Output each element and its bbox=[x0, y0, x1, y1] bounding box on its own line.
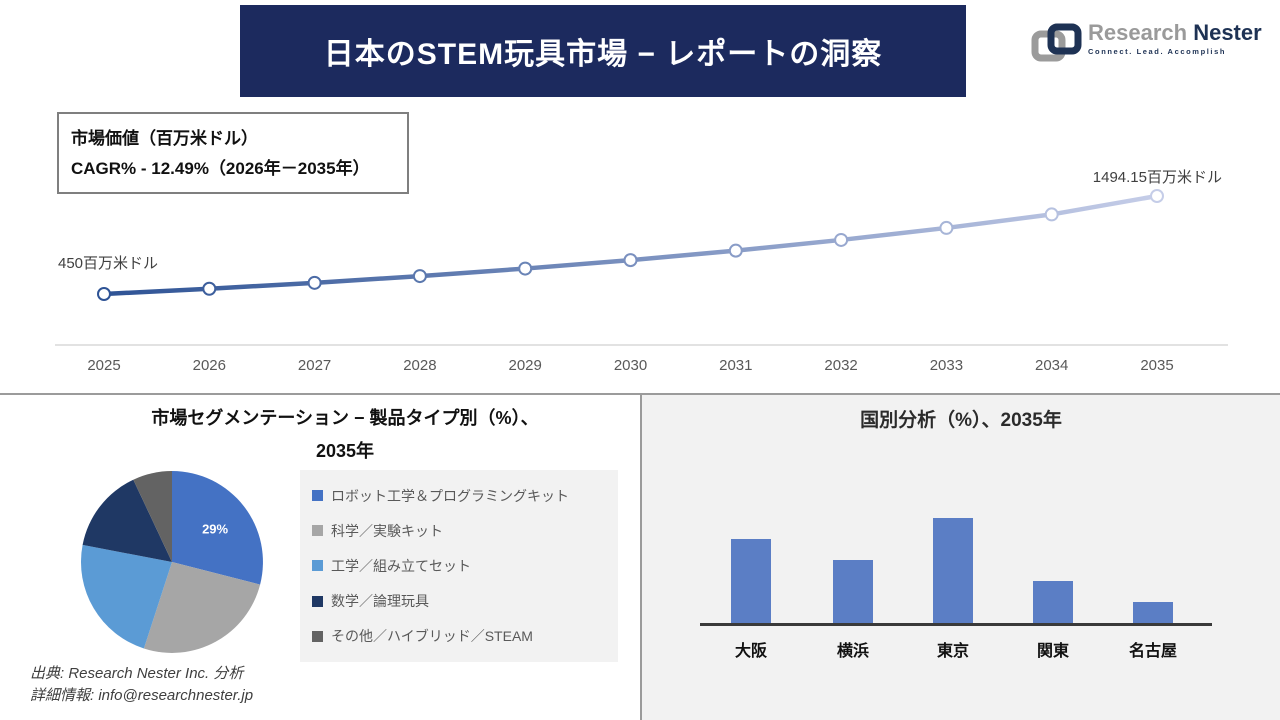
bar-category-label: 名古屋 bbox=[1128, 643, 1177, 660]
data-point-marker bbox=[202, 281, 217, 296]
vertical-divider bbox=[640, 395, 642, 720]
research-nester-logo: Research Nester Connect. Lead. Accomplis… bbox=[1030, 20, 1262, 71]
bar-category-label: 大阪 bbox=[734, 643, 767, 660]
bar-category-label: 横浜 bbox=[836, 643, 869, 660]
year-tick-label: 2026 bbox=[193, 357, 226, 374]
bar-category-label: 関東 bbox=[1036, 643, 1069, 660]
bar bbox=[933, 518, 973, 623]
year-tick-label: 2025 bbox=[87, 357, 120, 374]
bar bbox=[731, 539, 771, 623]
country-analysis-title: 国別分析（%）、2035年 bbox=[860, 410, 1062, 431]
segmentation-title: 市場セグメンテーション − 製品タイプ別（%）、 2035年 bbox=[151, 408, 539, 461]
legend-swatch-icon bbox=[312, 595, 323, 607]
data-point-marker bbox=[623, 253, 638, 268]
contact-note: 詳細情報: info@researchnester.jp bbox=[30, 687, 254, 704]
pie-slice bbox=[143, 562, 261, 653]
source-note: 出典: Research Nester Inc. 分析 bbox=[30, 665, 244, 682]
legend-item: その他／ハイブリッド／STEAM bbox=[312, 626, 606, 646]
bar bbox=[1033, 581, 1073, 623]
data-point-marker bbox=[1044, 207, 1059, 222]
cagr-label: CAGR% - 12.49%（2026年－2035年） bbox=[71, 159, 370, 178]
legend-swatch-icon bbox=[312, 490, 323, 502]
data-point-marker bbox=[97, 287, 111, 301]
horizontal-divider bbox=[0, 393, 1280, 395]
legend-label: ロボット工学＆プログラミングキット bbox=[331, 487, 569, 504]
logo-wordmark: Research Nester bbox=[1088, 20, 1262, 45]
pie-slice bbox=[172, 471, 263, 585]
bar bbox=[833, 560, 873, 623]
data-point-marker bbox=[518, 261, 533, 276]
segmentation-pie-chart: 29% bbox=[80, 470, 264, 654]
bar bbox=[1133, 602, 1173, 623]
logo-tagline: Connect. Lead. Accomplish bbox=[1088, 47, 1227, 56]
year-tick-label: 2032 bbox=[824, 357, 857, 374]
year-tick-label: 2030 bbox=[614, 357, 647, 374]
legend-label: その他／ハイブリッド／STEAM bbox=[331, 628, 533, 645]
market-value-line-chart: 2025 2026 2027 2028 2029 2030 2031 2032 2033 2034… bbox=[0, 140, 1280, 390]
data-point-marker bbox=[307, 275, 322, 290]
legend-label: 数学／論理玩具 bbox=[331, 593, 429, 610]
data-point-marker bbox=[728, 243, 743, 258]
data-point-marker bbox=[412, 269, 427, 284]
footer: 出典: Research Nester Inc. 分析 詳細情報: info@r… bbox=[30, 663, 253, 707]
legend-label: 工学／組み立てセット bbox=[331, 557, 471, 574]
report-title-banner: 日本のSTEM玩具市場 − レポートの洞察 bbox=[240, 5, 966, 97]
legend-item: 数学／論理玩具 bbox=[312, 591, 606, 611]
pie-slice bbox=[80, 544, 172, 649]
legend-swatch-icon bbox=[312, 560, 323, 572]
year-tick-label: 2033 bbox=[930, 357, 963, 374]
year-tick-label: 2034 bbox=[1035, 357, 1068, 374]
country-analysis-panel: 国別分析（%）、2035年 大阪 横浜 東京 関東 名古屋 bbox=[642, 395, 1280, 720]
data-point-marker bbox=[939, 220, 954, 235]
legend-swatch-icon bbox=[312, 630, 323, 642]
first-value-label: 450百万米ドル bbox=[58, 255, 158, 272]
data-point-marker bbox=[1150, 189, 1164, 203]
legend-item: ロボット工学＆プログラミングキット bbox=[312, 486, 606, 506]
bar-category-label: 東京 bbox=[936, 643, 969, 660]
bar-axis-line bbox=[700, 623, 1212, 626]
data-point-marker bbox=[834, 232, 849, 247]
market-value-cagr-box: 市場価値（百万米ドル） CAGR% - 12.49%（2026年－2035年） bbox=[57, 112, 409, 194]
year-tick-label: 2029 bbox=[509, 357, 542, 374]
market-value-label: 市場価値（百万米ドル） bbox=[71, 129, 258, 148]
country-bar-chart: 大阪 横浜 東京 関東 名古屋 bbox=[642, 395, 1280, 720]
last-value-label: 1494.15百万米ドル bbox=[1093, 169, 1222, 186]
year-tick-label: 2027 bbox=[298, 357, 331, 374]
page-title: 日本のSTEM玩具市場 − レポートの洞察 bbox=[323, 38, 883, 71]
legend-swatch-icon bbox=[312, 525, 323, 537]
legend-label: 科学／実験キット bbox=[331, 522, 443, 539]
legend-item: 工学／組み立てセット bbox=[312, 556, 606, 576]
legend-item: 科学／実験キット bbox=[312, 521, 606, 541]
year-tick-label: 2031 bbox=[719, 357, 752, 374]
pie-legend: ロボット工学＆プログラミングキット 科学／実験キット工学／組み立てセット 数学／論理… bbox=[300, 470, 618, 662]
pie-data-label: 29% bbox=[202, 522, 228, 537]
pie-slice bbox=[133, 471, 172, 562]
year-tick-label: 2035 bbox=[1140, 357, 1173, 374]
chain-links-icon bbox=[1030, 22, 1082, 71]
trend-line bbox=[103, 193, 1158, 297]
year-tick-label: 2028 bbox=[403, 357, 436, 374]
pie-slice bbox=[82, 479, 172, 562]
